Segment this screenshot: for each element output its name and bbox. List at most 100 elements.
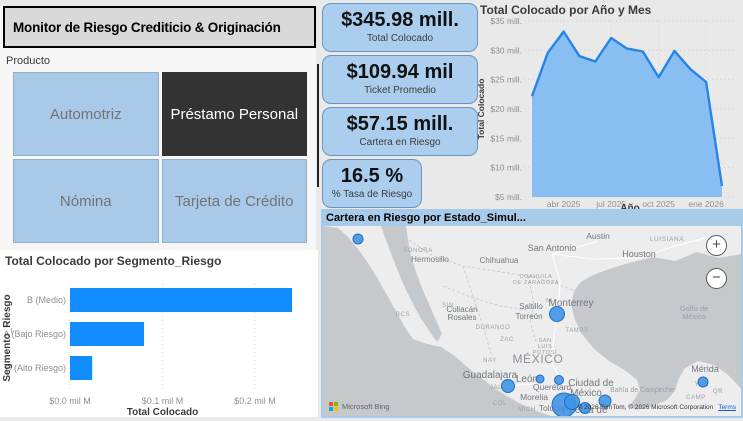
bar-0[interactable] — [70, 288, 292, 312]
kpi-value: $109.94 mil — [346, 61, 454, 83]
kpi-value: $57.15 mill. — [346, 113, 454, 135]
map-label: Austin — [586, 231, 610, 241]
map-label: COAHUILA — [520, 274, 553, 280]
map-label: Houston — [622, 249, 656, 259]
state-borders — [408, 239, 574, 355]
product-slicer: Automotriz Préstamo Personal Nómina Tarj… — [13, 72, 307, 243]
gulf-of-california-sea — [381, 226, 442, 342]
map-label: ZAC — [500, 337, 514, 343]
map-label: SIN — [442, 303, 454, 309]
map-label: Querétaro — [533, 382, 572, 392]
map-label: Culiacán — [446, 305, 477, 314]
slicer-button-tarjeta-credito[interactable]: Tarjeta de Crédito — [161, 159, 307, 243]
risk-bubble[interactable] — [352, 233, 364, 245]
risk-bubble[interactable] — [535, 374, 545, 384]
svg-text:Total Colocado: Total Colocado — [476, 79, 486, 140]
kpi-card-cartera-en-riesgo[interactable]: $57.15 mill. Cartera en Riesgo — [322, 107, 478, 156]
map-label: LUISIANA — [650, 236, 684, 243]
map-label: NL — [546, 298, 554, 304]
svg-text:Año: Año — [620, 203, 639, 214]
svg-text:$35 mill.: $35 mill. — [490, 16, 522, 26]
kpi-card-tasa-de-riesgo[interactable]: 16.5 % % Tasa de Riesgo — [322, 159, 422, 208]
microsoft-logo-icon — [329, 402, 338, 411]
map-attribution: © 2026 TomTom, © 2026 Microsoft Corporat… — [577, 404, 736, 411]
risk-bubble[interactable] — [697, 376, 709, 388]
svg-text:$5 mill.: $5 mill. — [495, 192, 522, 202]
kpi-value: $345.98 mill. — [341, 9, 459, 31]
gulf-of-mexico-sea — [571, 252, 741, 410]
kpi-label: % Tasa de Riesgo — [331, 189, 413, 200]
svg-text:$10 mill.: $10 mill. — [490, 163, 522, 173]
svg-text:$0.2 mil M: $0.2 mil M — [234, 396, 276, 406]
area-chart-plot[interactable]: $5 mill. $10 mill. $15 mill. $20 mill. $25 m… — [474, 0, 743, 214]
terms-link[interactable]: Terms — [718, 404, 736, 411]
svg-text:A (Bajo Riesgo): A (Bajo Riesgo) — [3, 329, 66, 339]
risk-bubble[interactable] — [579, 402, 591, 414]
map-label: México — [570, 388, 602, 399]
kpi-card-total-colocado[interactable]: $345.98 mill. Total Colocado — [322, 3, 478, 52]
svg-text:$0.0 mil M: $0.0 mil M — [49, 396, 91, 406]
slicer-button-prestamo-personal[interactable]: Préstamo Personal — [161, 72, 307, 156]
map-label: San Antonio — [528, 243, 577, 253]
slicer-button-label: Automotriz — [49, 105, 122, 123]
kpi-label: Total Colocado — [366, 33, 434, 44]
svg-text:oct 2025: oct 2025 — [642, 199, 675, 209]
map-label: Chihuahua — [480, 256, 519, 265]
map-label: León — [516, 374, 538, 385]
pacific-sea — [323, 226, 551, 416]
kpi-card-ticket-promedio[interactable]: $109.94 mil Ticket Promedio — [322, 55, 478, 104]
slicer-button-label: Nómina — [59, 192, 112, 210]
vertical-divider — [317, 64, 319, 187]
kpi-label: Ticket Promedio — [364, 85, 436, 96]
map-canvas[interactable]: Austin Houston LUISIANA San Antonio SONORA He… — [323, 226, 741, 416]
slicer-button-label: Tarjeta de Crédito — [175, 192, 294, 210]
svg-text:$0.1 mil M: $0.1 mil M — [142, 396, 184, 406]
svg-text:$15 mill.: $15 mill. — [490, 133, 522, 143]
map-label: México — [682, 312, 706, 321]
map-label: Saltillo — [519, 302, 543, 311]
risk-bubble[interactable] — [554, 375, 564, 385]
kpi-label: Cartera en Riesgo — [359, 137, 441, 148]
risk-bubble[interactable] — [598, 394, 612, 408]
map-label: Guadalajara — [463, 370, 518, 381]
map-label: POTOSÍ — [533, 349, 557, 356]
map-label: Rosales — [448, 313, 477, 322]
bar-2[interactable] — [70, 356, 93, 380]
risk-bubble[interactable] — [564, 394, 580, 410]
map-label: DE ZARAGOZA — [513, 280, 559, 286]
slicer-button-label: Préstamo Personal — [170, 105, 299, 123]
slicer-header: Producto — [6, 55, 51, 67]
dashboard-title-box: Monitor de Riesgo Crediticio & Originaci… — [3, 6, 316, 48]
map-label: QR — [713, 389, 723, 395]
svg-text:$30 mill.: $30 mill. — [490, 45, 522, 55]
bar-chart-plot[interactable]: $0.0 mil M $0.1 mil M $0.2 mil M B (Medio) A… — [0, 250, 318, 417]
area-chart-title: Total Colocado por Año y Mes — [480, 3, 652, 17]
risk-bubble[interactable] — [501, 379, 515, 393]
svg-text:$20 mill.: $20 mill. — [490, 104, 522, 114]
map-zoom-out-button[interactable]: − — [706, 268, 727, 289]
page-title: Monitor de Riesgo Crediticio & Originaci… — [13, 19, 281, 35]
map-label: DURANGO — [476, 325, 511, 331]
map-label: SONORA — [403, 248, 433, 254]
bing-label: Microsoft Bing — [342, 402, 390, 411]
slicer-button-nomina[interactable]: Nómina — [13, 159, 159, 243]
map-label: Hermosillo — [411, 255, 449, 264]
map-label: BCS — [396, 312, 410, 318]
map-label: Ciudad de — [568, 378, 614, 389]
map-svg[interactable]: Austin Houston LUISIANA San Antonio SONORAHe… — [323, 226, 741, 416]
bar-chart-title: Total Colocado por Segmento_Riesgo — [5, 254, 222, 268]
svg-text:Total Colocado: Total Colocado — [127, 407, 198, 417]
map-label: LUIS — [538, 344, 553, 350]
svg-text:B (Medio): B (Medio) — [27, 295, 66, 305]
svg-text:$25 mill.: $25 mill. — [490, 75, 522, 85]
area-chart-visual: Total Colocado por Año y Mes $5 mill. $10… — [474, 0, 743, 214]
map-label: CAMP — [686, 395, 706, 401]
slicer-button-automotriz[interactable]: Automotriz — [13, 72, 159, 156]
map-label: Golfo de — [680, 304, 708, 313]
map-label: Monterrey — [548, 298, 593, 309]
map-zoom-in-button[interactable]: + — [706, 235, 727, 256]
risk-bubble[interactable] — [549, 306, 565, 322]
map-label: Morelia — [520, 392, 548, 402]
microsoft-bing-logo: Microsoft Bing — [329, 402, 390, 411]
bar-1[interactable] — [70, 322, 144, 346]
